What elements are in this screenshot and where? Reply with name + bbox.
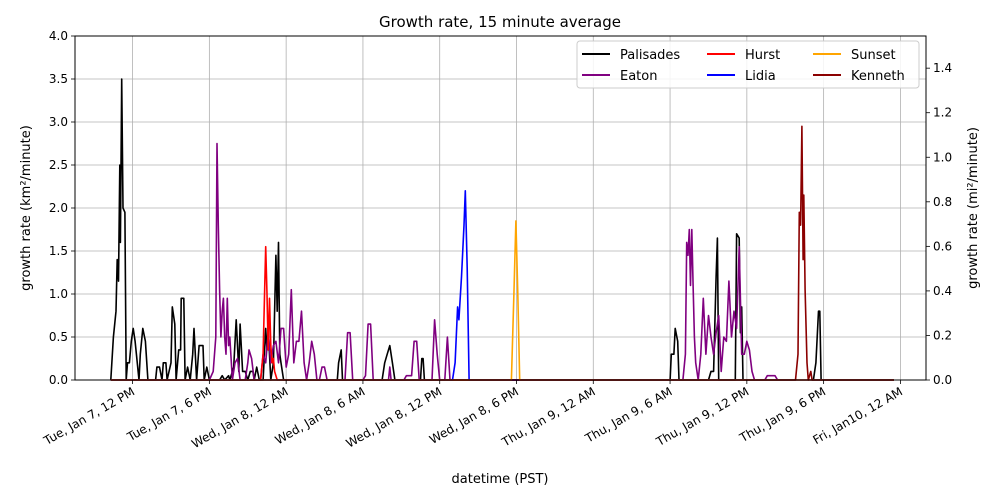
legend-label: Palisades [620, 48, 680, 63]
series-line-sunset [110, 220, 894, 381]
legend: Palisades Eaton Hurst Lidia Sunset Kenneth [576, 40, 920, 89]
legend-label: Sunset [851, 48, 896, 63]
y-tick-label: 0.0 [49, 373, 68, 387]
y-tick-label: 3.0 [49, 115, 68, 129]
series-lines [110, 78, 894, 381]
y2-tick-label: 1.0 [933, 150, 952, 164]
y-axis-label: growth rate (km²/minute) [19, 125, 34, 291]
y-tick-label: 1.5 [49, 244, 68, 258]
y2-tick-label: 0.6 [933, 239, 952, 253]
series-line-palisades [110, 78, 894, 381]
y2-tick-label: 1.2 [933, 106, 952, 120]
y-tick-label: 2.5 [49, 158, 68, 172]
y-tick-label: 1.0 [49, 287, 68, 301]
y-tick-label: 4.0 [49, 29, 68, 43]
y-tick-label: 2.0 [49, 201, 68, 215]
y2-tick-label: 0.4 [933, 284, 952, 298]
x-tick-label: Tue, Jan 7, 12 PM [41, 384, 138, 448]
y-axis-ticks: 0.0 0.5 1.0 1.5 2.0 2.5 3.0 3.5 4.0 [49, 29, 75, 387]
x-axis-label: datetime (PST) [452, 472, 549, 487]
y-tick-label: 3.5 [49, 72, 68, 86]
legend-label: Hurst [745, 48, 780, 63]
chart-title: Growth rate, 15 minute average [379, 13, 621, 31]
y2-axis-ticks: 0.0 0.2 0.4 0.6 0.8 1.0 1.2 1.4 [926, 61, 952, 387]
y2-tick-label: 0.0 [933, 373, 952, 387]
legend-label: Kenneth [851, 69, 905, 84]
y2-axis-label: growth rate (mi²/minute) [966, 127, 981, 289]
y2-tick-label: 1.4 [933, 61, 952, 75]
legend-box [576, 40, 920, 89]
series-line-kenneth [110, 125, 894, 381]
series-line-eaton [110, 142, 894, 381]
series-line-hurst [110, 245, 894, 381]
legend-label: Eaton [620, 69, 657, 84]
y2-tick-label: 0.8 [933, 195, 952, 209]
series-line-lidia [110, 190, 894, 381]
y2-tick-label: 0.2 [933, 328, 952, 342]
legend-label: Lidia [745, 69, 776, 84]
y-tick-label: 0.5 [49, 330, 68, 344]
